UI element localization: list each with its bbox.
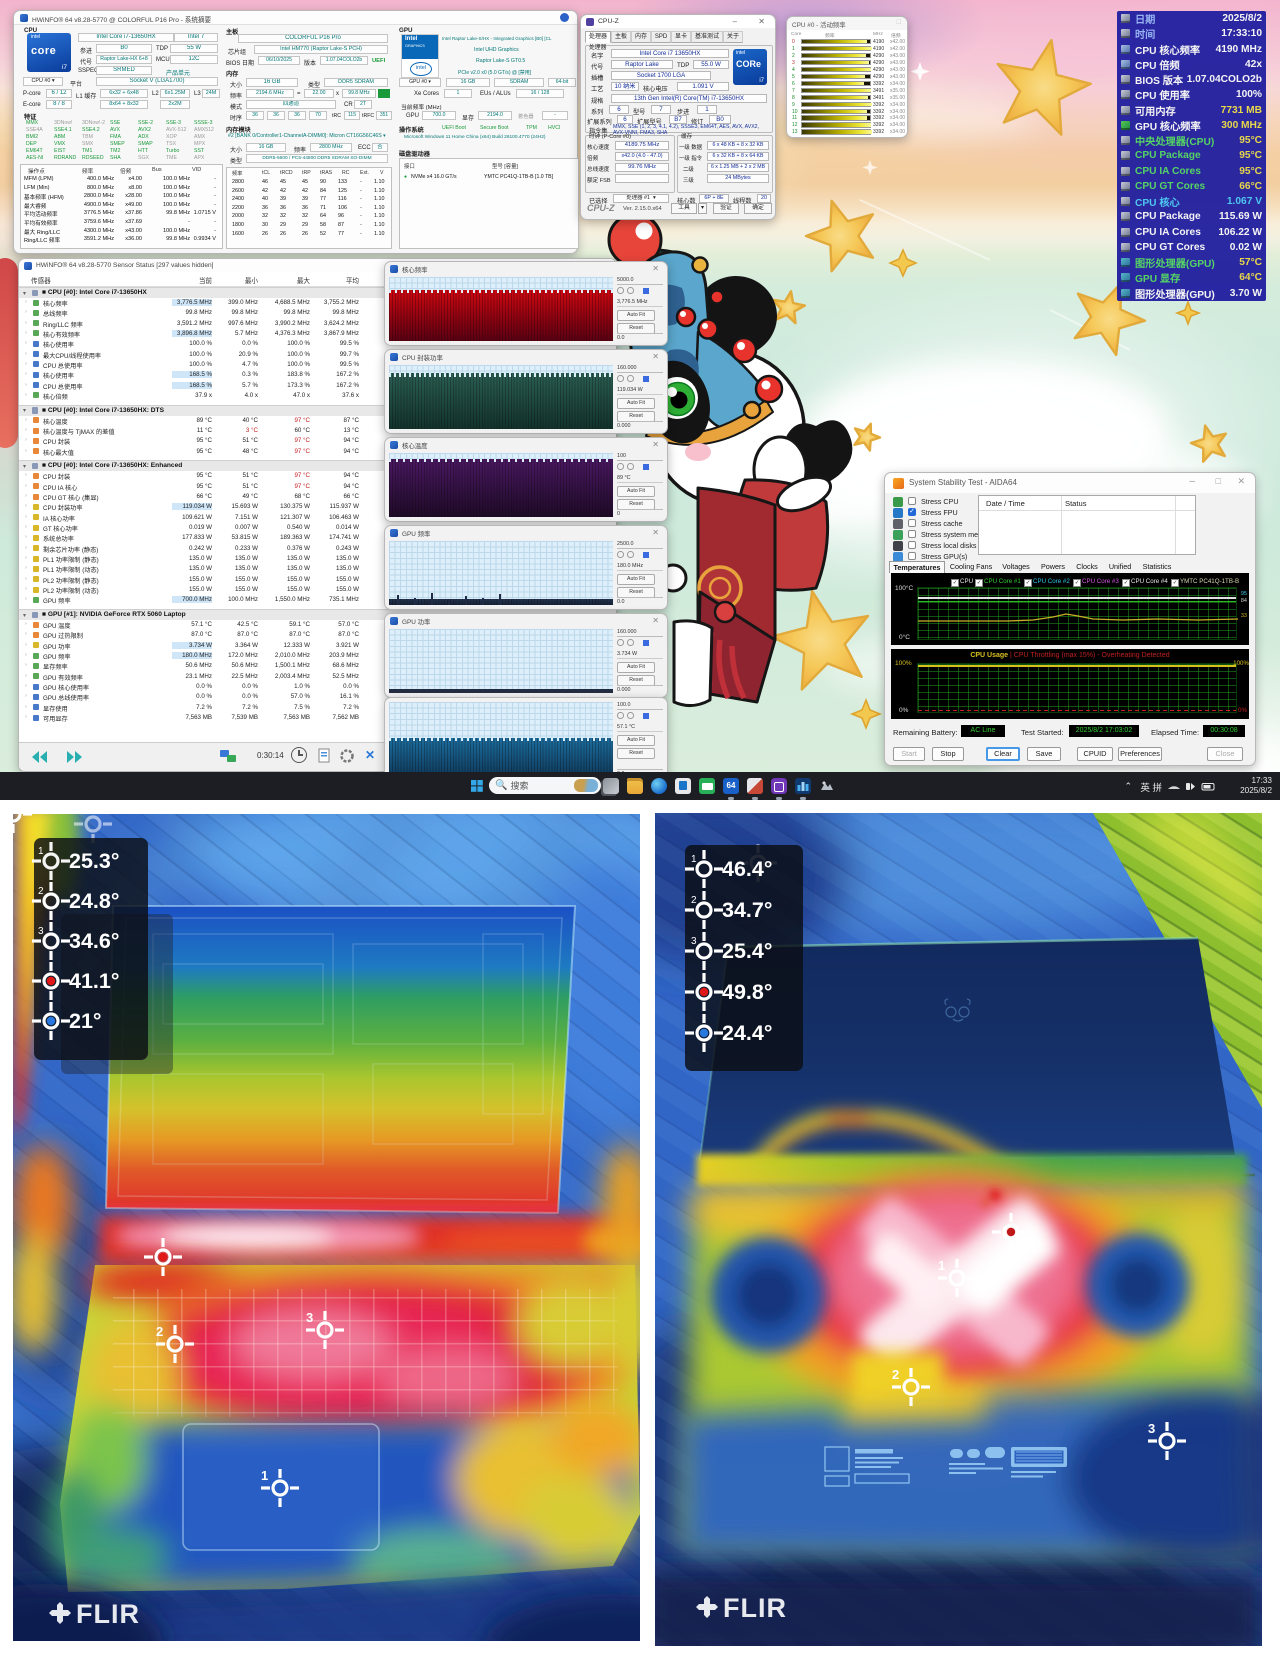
svg-text:2: 2 <box>38 886 44 897</box>
svg-text:21°: 21° <box>69 1009 102 1033</box>
svg-text:24.8°: 24.8° <box>69 889 119 913</box>
svg-text:FLIR: FLIR <box>723 1593 787 1623</box>
svg-text:FLIR: FLIR <box>76 1599 140 1629</box>
svg-text:3: 3 <box>1148 1421 1155 1436</box>
svg-text:41.1°: 41.1° <box>69 969 119 993</box>
svg-text:1: 1 <box>938 1258 945 1273</box>
svg-text:2: 2 <box>156 1324 163 1339</box>
svg-text:1: 1 <box>38 846 44 857</box>
svg-text:34.7°: 34.7° <box>722 898 772 922</box>
svg-text:2: 2 <box>691 895 697 906</box>
svg-text:3: 3 <box>691 936 697 947</box>
svg-text:3: 3 <box>38 926 44 937</box>
svg-text:34.6°: 34.6° <box>69 929 119 953</box>
svg-text:1: 1 <box>691 854 697 865</box>
svg-text:3: 3 <box>306 1310 313 1325</box>
svg-text:1: 1 <box>261 1468 268 1483</box>
svg-text:49.8°: 49.8° <box>722 980 772 1004</box>
svg-text:46.4°: 46.4° <box>722 857 772 881</box>
svg-text:2: 2 <box>892 1367 899 1382</box>
svg-text:25.4°: 25.4° <box>722 939 772 963</box>
svg-text:25.3°: 25.3° <box>69 849 119 873</box>
svg-text:24.4°: 24.4° <box>722 1021 772 1045</box>
